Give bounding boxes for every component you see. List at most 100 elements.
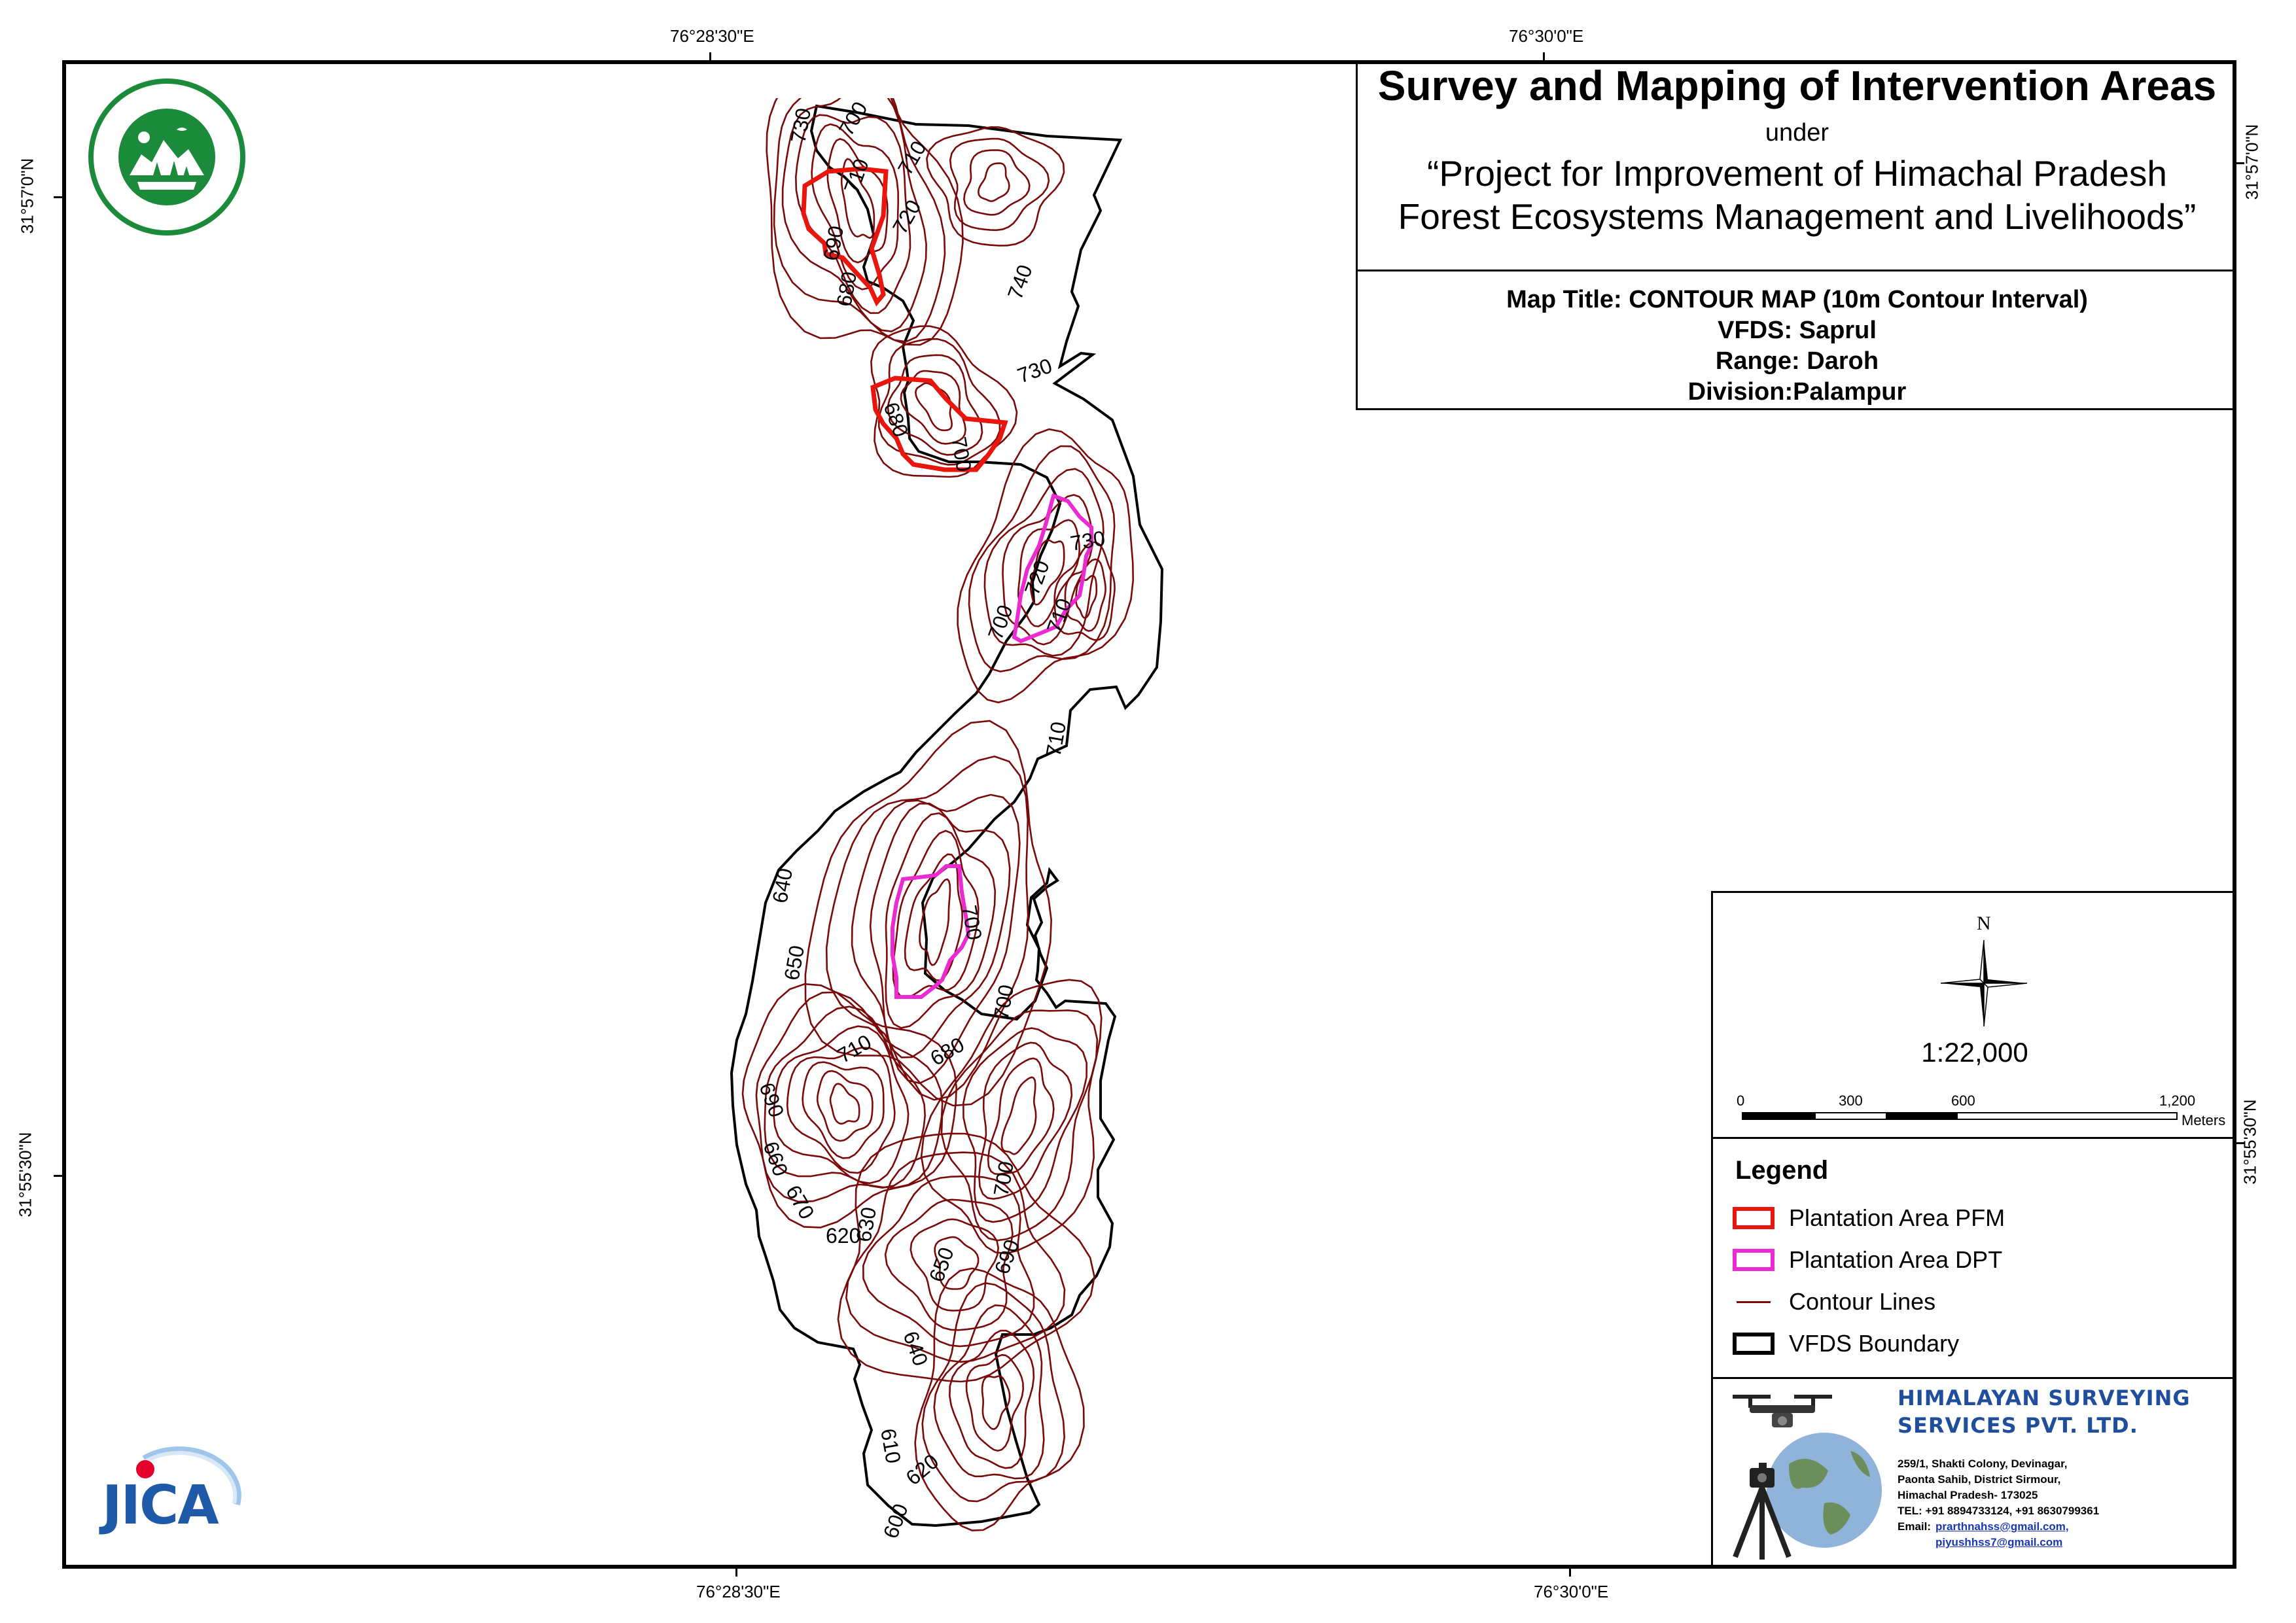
- scale-bar-segment-3: [1886, 1112, 1958, 1120]
- contour-line: [926, 126, 1065, 247]
- contour-line: [804, 720, 1053, 1107]
- project-line-2: Forest Ecosystems Management and Livelih…: [1398, 196, 2197, 237]
- contour-line: [755, 991, 944, 1203]
- contour-line: [934, 1236, 980, 1290]
- contour-line: [1064, 558, 1106, 632]
- legend-label-boundary: VFDS Boundary: [1789, 1330, 1960, 1357]
- legend-swatch-contour: [1733, 1291, 1775, 1313]
- legend-item-boundary: VFDS Boundary: [1733, 1330, 1959, 1357]
- contour-line: [1029, 539, 1065, 606]
- contour-line: [816, 1070, 874, 1142]
- legend-label-contour: Contour Lines: [1789, 1288, 1936, 1315]
- contour-line: [892, 829, 980, 998]
- contour-line: [968, 445, 1116, 672]
- title-panel: Survey and Mapping of Intervention Areas…: [1356, 60, 2236, 271]
- contour-line: [1000, 1076, 1037, 1155]
- graticule-tick-left-top: [54, 196, 63, 198]
- map-title-text: Map Title: CONTOUR MAP (10m Contour Inte…: [1506, 286, 2088, 313]
- contour-line: [904, 853, 964, 981]
- coord-bottom-right: 76°30'0"E: [1534, 1582, 1609, 1601]
- plantation-dpt-area-2: [891, 864, 971, 999]
- contour-label: 640: [768, 866, 797, 905]
- graticule-tick-right-bottom: [2235, 1142, 2244, 1144]
- contour-line: [869, 802, 1011, 1058]
- map-info-panel: Map Title: CONTOUR MAP (10m Contour Inte…: [1356, 271, 2236, 410]
- contour-label: 730: [786, 106, 815, 145]
- company-email-2[interactable]: piyushhss7@gmail.com: [1935, 1536, 2063, 1548]
- surveying-instrument-icon: [1726, 1386, 1890, 1562]
- company-email-1[interactable]: prarthnahss@gmail.com,: [1935, 1520, 2069, 1533]
- company-address-2: Paonta Sahib, District Sirmour,: [1898, 1473, 2061, 1486]
- contour-label: 730: [1014, 353, 1055, 387]
- legend-label-dpt: Plantation Area DPT: [1789, 1246, 2003, 1273]
- contour-label: 700: [989, 1159, 1018, 1198]
- coord-top-right: 76°30'0"E: [1509, 26, 1584, 46]
- contour-label: 700: [989, 983, 1018, 1021]
- contour-label: 650: [925, 1244, 959, 1285]
- contour-label: 710: [834, 1030, 875, 1068]
- scale-bar: 0 300 600 1,200 Meters: [1737, 1092, 2225, 1132]
- contour-line: [786, 1047, 896, 1174]
- division-text: Division:Palampur: [1687, 378, 1907, 406]
- contour-line: [1075, 574, 1098, 620]
- contour-line: [829, 1083, 860, 1125]
- contour-label: 720: [888, 196, 926, 237]
- graticule-tick-bottom-left: [735, 1567, 737, 1577]
- contour-line: [910, 1218, 1000, 1312]
- contour-line: [1053, 541, 1116, 641]
- graticule-tick-left-bottom: [54, 1175, 63, 1177]
- forest-department-logo: [79, 77, 255, 237]
- contour-label: 690: [754, 1079, 788, 1120]
- jica-wordmark: JICA: [102, 1475, 219, 1537]
- under-text: under: [1765, 119, 1829, 147]
- company-telephone: TEL: +91 8894733124, +91 8630799361: [1898, 1505, 2100, 1517]
- contour-line: [987, 1057, 1055, 1176]
- company-address-1: 259/1, Shakti Colony, Devinagar,: [1898, 1457, 2068, 1470]
- contour-line: [949, 137, 1050, 232]
- legend-item-dpt: Plantation Area DPT: [1733, 1246, 2002, 1274]
- contour-line: [773, 1025, 910, 1185]
- graticule-tick-bottom-right: [1569, 1567, 1571, 1577]
- range-text: Range: Daroh: [1715, 347, 1879, 375]
- plantation-dpt-area-1: [1012, 493, 1093, 644]
- contour-label: 700: [834, 98, 872, 140]
- contour-line: [1002, 494, 1094, 646]
- legend-section: Legend Plantation Area PFM Plantation Ar…: [1713, 1137, 2236, 1357]
- project-line-1: “Project for Improvement of Himachal Pra…: [1427, 153, 2167, 194]
- legend-swatch-boundary: [1733, 1333, 1775, 1355]
- contour-line: [965, 1353, 1025, 1452]
- coord-bottom-left: 76°28'30"E: [696, 1582, 781, 1601]
- company-address-3: Himachal Pradesh- 173025: [1898, 1489, 2038, 1501]
- contour-line: [741, 983, 958, 1229]
- contour-label: 610: [876, 1427, 906, 1465]
- graticule-tick-right-top: [2235, 162, 2244, 164]
- contour-line: [811, 123, 900, 290]
- contour-label: 600: [879, 1501, 913, 1537]
- company-panel: HIMALAYAN SURVEYING SERVICES PVT. LTD. 2…: [1713, 1377, 2236, 1571]
- jica-logo: JICA: [98, 1433, 249, 1544]
- scale-tick-0: 0: [1737, 1092, 1745, 1109]
- legend-item-pfm: Plantation Area PFM: [1733, 1204, 2005, 1232]
- contour-label: 640: [898, 1328, 932, 1369]
- contour-line: [981, 1375, 1011, 1431]
- coord-left-bottom: 31°55'30"N: [15, 1132, 35, 1217]
- contour-map: 730 700 710 710 690 720 680 740 730 680 700 730 720 7…: [720, 24, 1191, 1541]
- contour-label: 720: [1020, 557, 1054, 598]
- contour-line: [933, 1304, 1045, 1480]
- contour-line: [914, 1267, 1085, 1531]
- coord-right-top: 31°57'0"N: [2242, 124, 2262, 200]
- north-arrow-icon: [1940, 939, 2028, 1027]
- plantation-pfm-area-2: [870, 375, 1008, 472]
- contour-line: [826, 137, 889, 264]
- legend-label-pfm: Plantation Area PFM: [1789, 1204, 2005, 1231]
- graticule-tick-top-left: [709, 52, 711, 61]
- contour-line: [940, 1009, 1099, 1242]
- contour-label: 700: [983, 602, 1017, 642]
- contour-line: [983, 468, 1104, 657]
- map-main-title: Survey and Mapping of Intervention Areas: [1377, 62, 2217, 109]
- contour-label: 730: [1069, 526, 1107, 555]
- contour-line: [914, 382, 953, 432]
- company-name-line-1: HIMALAYAN SURVEYING: [1898, 1386, 2191, 1410]
- contour-label: 740: [1003, 262, 1037, 302]
- contour-line: [837, 1132, 1095, 1383]
